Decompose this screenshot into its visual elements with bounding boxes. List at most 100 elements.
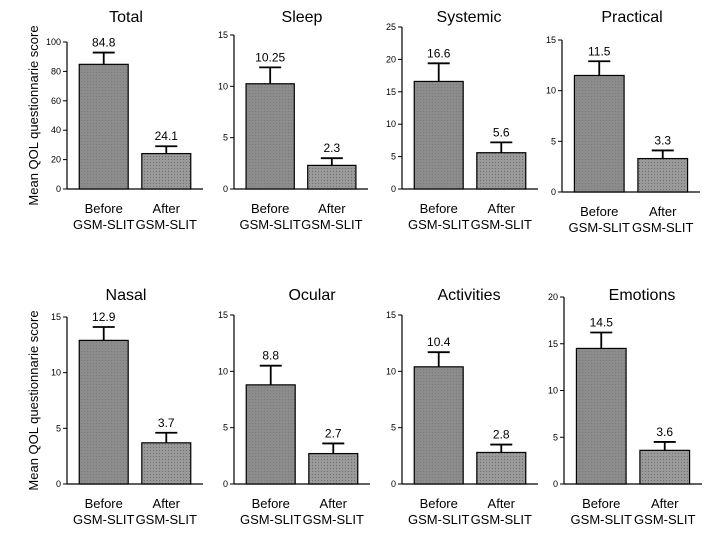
y-tick-label: 25 bbox=[386, 22, 396, 32]
category-label: Before GSM-SLIT bbox=[73, 201, 134, 232]
y-tick-label: 5 bbox=[551, 136, 556, 146]
bar-before bbox=[575, 347, 627, 485]
data-label: 12.9 bbox=[92, 310, 116, 324]
y-tick-label: 0 bbox=[223, 479, 228, 489]
panel-title: Activities bbox=[437, 287, 500, 304]
data-label: 14.5 bbox=[590, 316, 614, 330]
y-tick-label: 5 bbox=[553, 432, 558, 442]
data-label: 16.6 bbox=[427, 46, 451, 60]
panel-systemic: Systemic 0 5 10 15 20 25 16.6 Before GSM-SLIT 5.6 A… bbox=[386, 9, 538, 232]
bar-before bbox=[78, 63, 129, 190]
bar-before bbox=[245, 83, 295, 190]
category-label: Before GSM-SLIT bbox=[571, 496, 632, 527]
panel-title: Emotions bbox=[609, 287, 676, 304]
bar-after bbox=[307, 164, 357, 190]
data-label: 5.6 bbox=[493, 125, 510, 139]
panel-title: Nasal bbox=[106, 287, 147, 304]
bar-after bbox=[476, 451, 527, 485]
bar-before bbox=[413, 366, 464, 485]
y-tick-label: 20 bbox=[51, 155, 61, 165]
bar-after bbox=[639, 449, 691, 485]
y-tick-label: 100 bbox=[46, 37, 61, 47]
bar-before bbox=[245, 384, 296, 485]
y-tick-label: 15 bbox=[218, 310, 228, 320]
data-label: 10.4 bbox=[427, 335, 451, 349]
y-tick-label: 15 bbox=[386, 310, 396, 320]
data-label: 3.7 bbox=[158, 416, 175, 430]
bar-after bbox=[141, 152, 192, 190]
bar-before bbox=[78, 339, 129, 485]
y-tick-label: 5 bbox=[56, 423, 61, 433]
panel-nasal: Nasal 0 5 10 15 12.9 Before GSM-SLIT 3.7 After GSM… bbox=[26, 287, 203, 527]
data-label: 2.7 bbox=[325, 426, 342, 440]
data-label: 2.3 bbox=[323, 141, 340, 155]
panel-total: Total 0 20 40 60 80 100 84.8 Before GSM-SLIT 24.1 A… bbox=[26, 9, 203, 232]
category-label: After GSM-SLIT bbox=[136, 496, 197, 527]
bar-before bbox=[413, 80, 464, 190]
category-label: After GSM-SLIT bbox=[471, 496, 532, 527]
panel-activities: Activities 0 5 10 15 10.4 Before GSM-SLIT 2.8 Aft… bbox=[386, 287, 538, 527]
y-tick-label: 10 bbox=[546, 86, 556, 96]
y-tick-label: 15 bbox=[218, 30, 228, 40]
y-tick-label: 10 bbox=[218, 81, 228, 91]
y-tick-label: 0 bbox=[391, 184, 396, 194]
y-tick-label: 0 bbox=[56, 479, 61, 489]
panel-title: Ocular bbox=[288, 287, 336, 304]
y-tick-label: 0 bbox=[223, 184, 228, 194]
y-tick-label: 5 bbox=[223, 133, 228, 143]
bar-after bbox=[141, 442, 192, 485]
category-label: Before GSM-SLIT bbox=[569, 204, 630, 235]
y-tick-label: 15 bbox=[386, 87, 396, 97]
category-label: After GSM-SLIT bbox=[303, 496, 364, 527]
y-tick-label: 40 bbox=[51, 125, 61, 135]
category-label: Before GSM-SLIT bbox=[408, 201, 469, 232]
y-tick-label: 10 bbox=[51, 368, 61, 378]
panel-title: Practical bbox=[601, 9, 662, 26]
panel-sleep: Sleep 0 5 10 15 10.25 Before GSM-SLIT 2.3 After GS… bbox=[218, 9, 368, 232]
category-label: Before GSM-SLIT bbox=[73, 496, 134, 527]
data-label: 2.8 bbox=[493, 428, 510, 442]
y-tick-label: 15 bbox=[51, 312, 61, 322]
panel-emotions: Emotions 0 5 10 15 20 14.5 Before GSM-SLIT 3.6 Aft… bbox=[548, 287, 702, 527]
panel-title: Total bbox=[109, 9, 143, 26]
y-axis-label: Mean QOL questionnarie score bbox=[26, 25, 41, 205]
y-axis-label: Mean QOL questionnarie score bbox=[26, 310, 41, 490]
y-tick-label: 0 bbox=[551, 187, 556, 197]
data-label: 3.3 bbox=[654, 133, 671, 147]
category-label: After GSM-SLIT bbox=[632, 204, 693, 235]
bar-after bbox=[637, 157, 689, 193]
y-tick-label: 20 bbox=[548, 292, 558, 302]
y-tick-label: 15 bbox=[548, 339, 558, 349]
category-label: After GSM-SLIT bbox=[634, 496, 695, 527]
data-label: 3.6 bbox=[656, 425, 673, 439]
category-label: After GSM-SLIT bbox=[136, 201, 197, 232]
category-label: Before GSM-SLIT bbox=[239, 201, 300, 232]
bar-after bbox=[308, 452, 359, 485]
category-label: After GSM-SLIT bbox=[471, 201, 532, 232]
category-label: After GSM-SLIT bbox=[301, 201, 362, 232]
category-label: Before GSM-SLIT bbox=[408, 496, 469, 527]
y-tick-label: 0 bbox=[391, 479, 396, 489]
y-tick-label: 80 bbox=[51, 66, 61, 76]
y-tick-label: 5 bbox=[223, 423, 228, 433]
panel-title: Systemic bbox=[437, 9, 502, 26]
y-tick-label: 10 bbox=[218, 366, 228, 376]
y-tick-label: 15 bbox=[546, 35, 556, 45]
y-tick-label: 10 bbox=[386, 366, 396, 376]
y-tick-label: 10 bbox=[548, 386, 558, 396]
data-label: 84.8 bbox=[92, 36, 116, 50]
data-label: 10.25 bbox=[255, 50, 285, 64]
data-label: 8.8 bbox=[262, 349, 279, 363]
y-tick-label: 0 bbox=[56, 184, 61, 194]
y-tick-label: 5 bbox=[391, 152, 396, 162]
panel-title: Sleep bbox=[282, 9, 323, 26]
bar-after bbox=[476, 152, 527, 190]
data-label: 24.1 bbox=[155, 129, 179, 143]
panel-practical: Practical 0 5 10 15 11.5 Before GSM-SLIT 3.3 Afte… bbox=[546, 9, 700, 235]
panel-ocular: Ocular 0 5 10 15 8.8 Before GSM-SLIT 2.7 After GSM… bbox=[218, 287, 370, 527]
category-label: Before GSM-SLIT bbox=[240, 496, 301, 527]
y-tick-label: 20 bbox=[386, 54, 396, 64]
y-tick-label: 60 bbox=[51, 96, 61, 106]
